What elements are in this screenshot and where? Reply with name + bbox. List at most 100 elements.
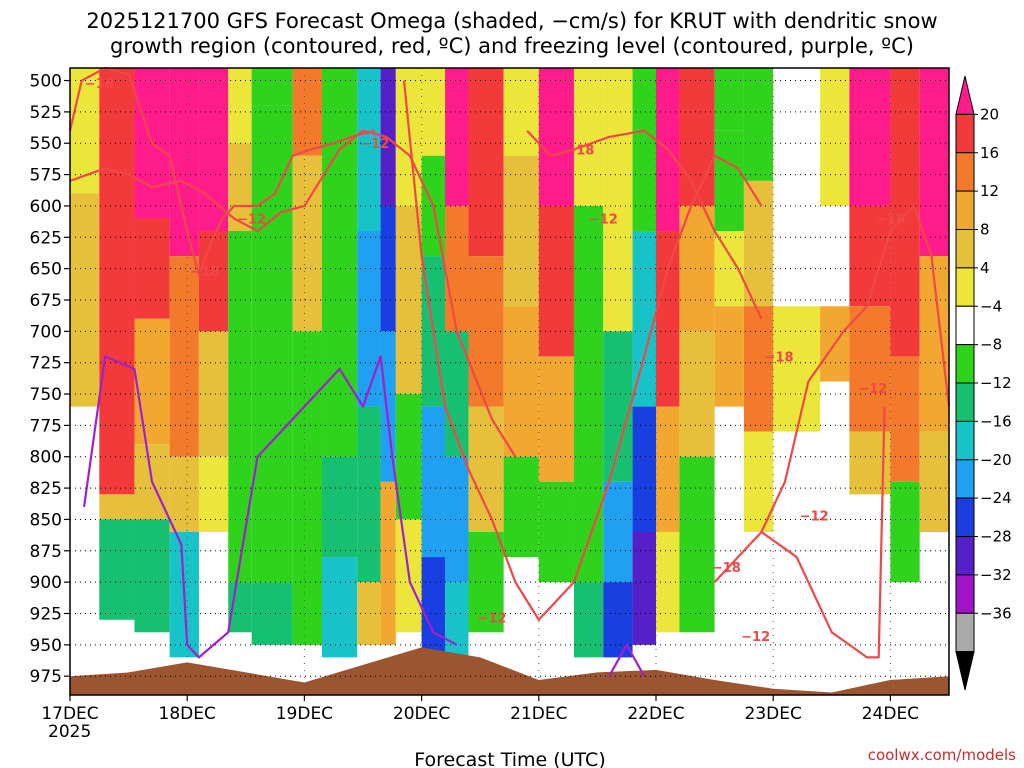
omega-cell [198, 68, 229, 232]
x-tick-label: 19DEC [276, 704, 333, 724]
chart-title-line-2: growth region (contoured, red, ºC) and f… [110, 34, 914, 58]
omega-cell [321, 456, 358, 558]
omega-cell [380, 68, 396, 206]
contour-line [608, 643, 646, 677]
omega-cell [357, 406, 381, 583]
contour-line [526, 129, 763, 320]
y-tick-label: 700 [30, 322, 62, 342]
contour-label: −12 [360, 137, 389, 152]
y-tick-label: 875 [30, 542, 62, 562]
omega-cell [292, 155, 322, 332]
omega-cell [632, 231, 656, 407]
omega-cell [573, 205, 604, 583]
colorbar-cell [955, 420, 975, 461]
x-tick-label: 17DEC [41, 704, 98, 724]
omega-cell [421, 557, 446, 658]
omega-cell [169, 68, 199, 257]
x-tick-label: 22DEC [627, 704, 684, 724]
omega-cell [820, 205, 850, 307]
omega-cell [228, 143, 252, 232]
omega-cell [656, 531, 680, 633]
chart-title-line-1: 2025121700 GFS Forecast Omega (shaded, −… [86, 9, 937, 33]
terrain-layer [70, 647, 949, 695]
y-tick-label: 750 [30, 385, 62, 405]
omega-cell [820, 68, 850, 206]
y-tick-label: 675 [30, 291, 62, 311]
omega-cell [395, 205, 422, 395]
contour-line [391, 456, 458, 646]
omega-cell [573, 68, 604, 206]
omega-cell [445, 456, 469, 583]
terrain-area [70, 647, 949, 695]
omega-cell [169, 456, 199, 532]
omega-cell [603, 68, 633, 332]
omega-cell [198, 231, 229, 332]
omega-cell [468, 531, 504, 633]
plot-frame [69, 67, 950, 696]
colorbar-cell [955, 305, 975, 346]
contour-label: −12 [589, 212, 618, 227]
contour-line [68, 66, 376, 277]
x-tick-label: 24DEC [862, 704, 919, 724]
omega-cell [849, 68, 891, 206]
omega-cell [679, 456, 715, 633]
contour-label: −12 [741, 630, 770, 645]
omega-cell [357, 582, 381, 645]
omega-cell [468, 256, 504, 407]
omega-cell [198, 456, 229, 532]
omega-cell [292, 331, 322, 645]
y-tick-label: 950 [30, 636, 62, 656]
contour-line [713, 406, 886, 659]
colorbar-cell [955, 75, 975, 115]
omega-cell [421, 68, 446, 156]
y-tick-label: 575 [30, 166, 62, 186]
contour-label: −18 [85, 77, 114, 92]
colorbar-cell [955, 267, 975, 307]
colorbar-cell [955, 651, 975, 691]
omega-cell [573, 582, 604, 658]
y-axis: 500 525 550 575 600 625 650 675 700 725 750 775 800 8… [30, 72, 70, 687]
omega-cell [99, 68, 135, 495]
omega-cell [445, 582, 469, 658]
omega-cell [679, 331, 715, 457]
y-tick-label: 800 [30, 448, 62, 468]
contour-label: −12 [800, 510, 829, 525]
contour-line [82, 355, 394, 659]
omega-cell [380, 481, 396, 645]
y-tick-label: 525 [30, 103, 62, 123]
omega-cell [538, 205, 574, 357]
colorbar-cell [955, 574, 975, 614]
omega-cell [743, 306, 774, 432]
colorbar-tick-label: −16 [980, 412, 1012, 430]
x-tick-label: 23DEC [745, 704, 802, 724]
omega-cell [357, 68, 381, 232]
colorbar-cell [955, 152, 975, 192]
contour-label: −18 [565, 144, 594, 159]
omega-cell [538, 356, 574, 482]
colorbar-cell [955, 113, 975, 154]
omega-cell [395, 394, 422, 520]
watermark: coolwx.com/models [868, 746, 1016, 764]
omega-cell [134, 218, 170, 319]
y-tick-label: 625 [30, 228, 62, 248]
colorbar: 20 16 12 8 4 −4 −8 −12 −16 −20 −24 −28 −32 −36 [955, 75, 1012, 691]
colorbar-tick-label: −12 [980, 374, 1012, 392]
x-year-label: 2025 [48, 722, 91, 742]
contour-line [69, 129, 517, 458]
omega-cell [228, 231, 252, 583]
contour-label: −18 [876, 212, 905, 227]
omega-cell [679, 68, 715, 206]
y-tick-label: 925 [30, 604, 62, 624]
colorbar-cell [955, 612, 975, 653]
omega-cell [503, 456, 539, 558]
colorbar-tick-label: 16 [980, 144, 999, 162]
omega-cell [632, 406, 656, 532]
omega-cell [468, 406, 504, 532]
omega-cell [538, 68, 574, 206]
omega-cell [503, 306, 539, 457]
omega-cell [251, 68, 293, 106]
omega-cell [292, 68, 322, 156]
contour-line [760, 204, 951, 533]
colorbar-tick-label: −4 [980, 297, 1002, 315]
omega-cell [714, 130, 744, 232]
